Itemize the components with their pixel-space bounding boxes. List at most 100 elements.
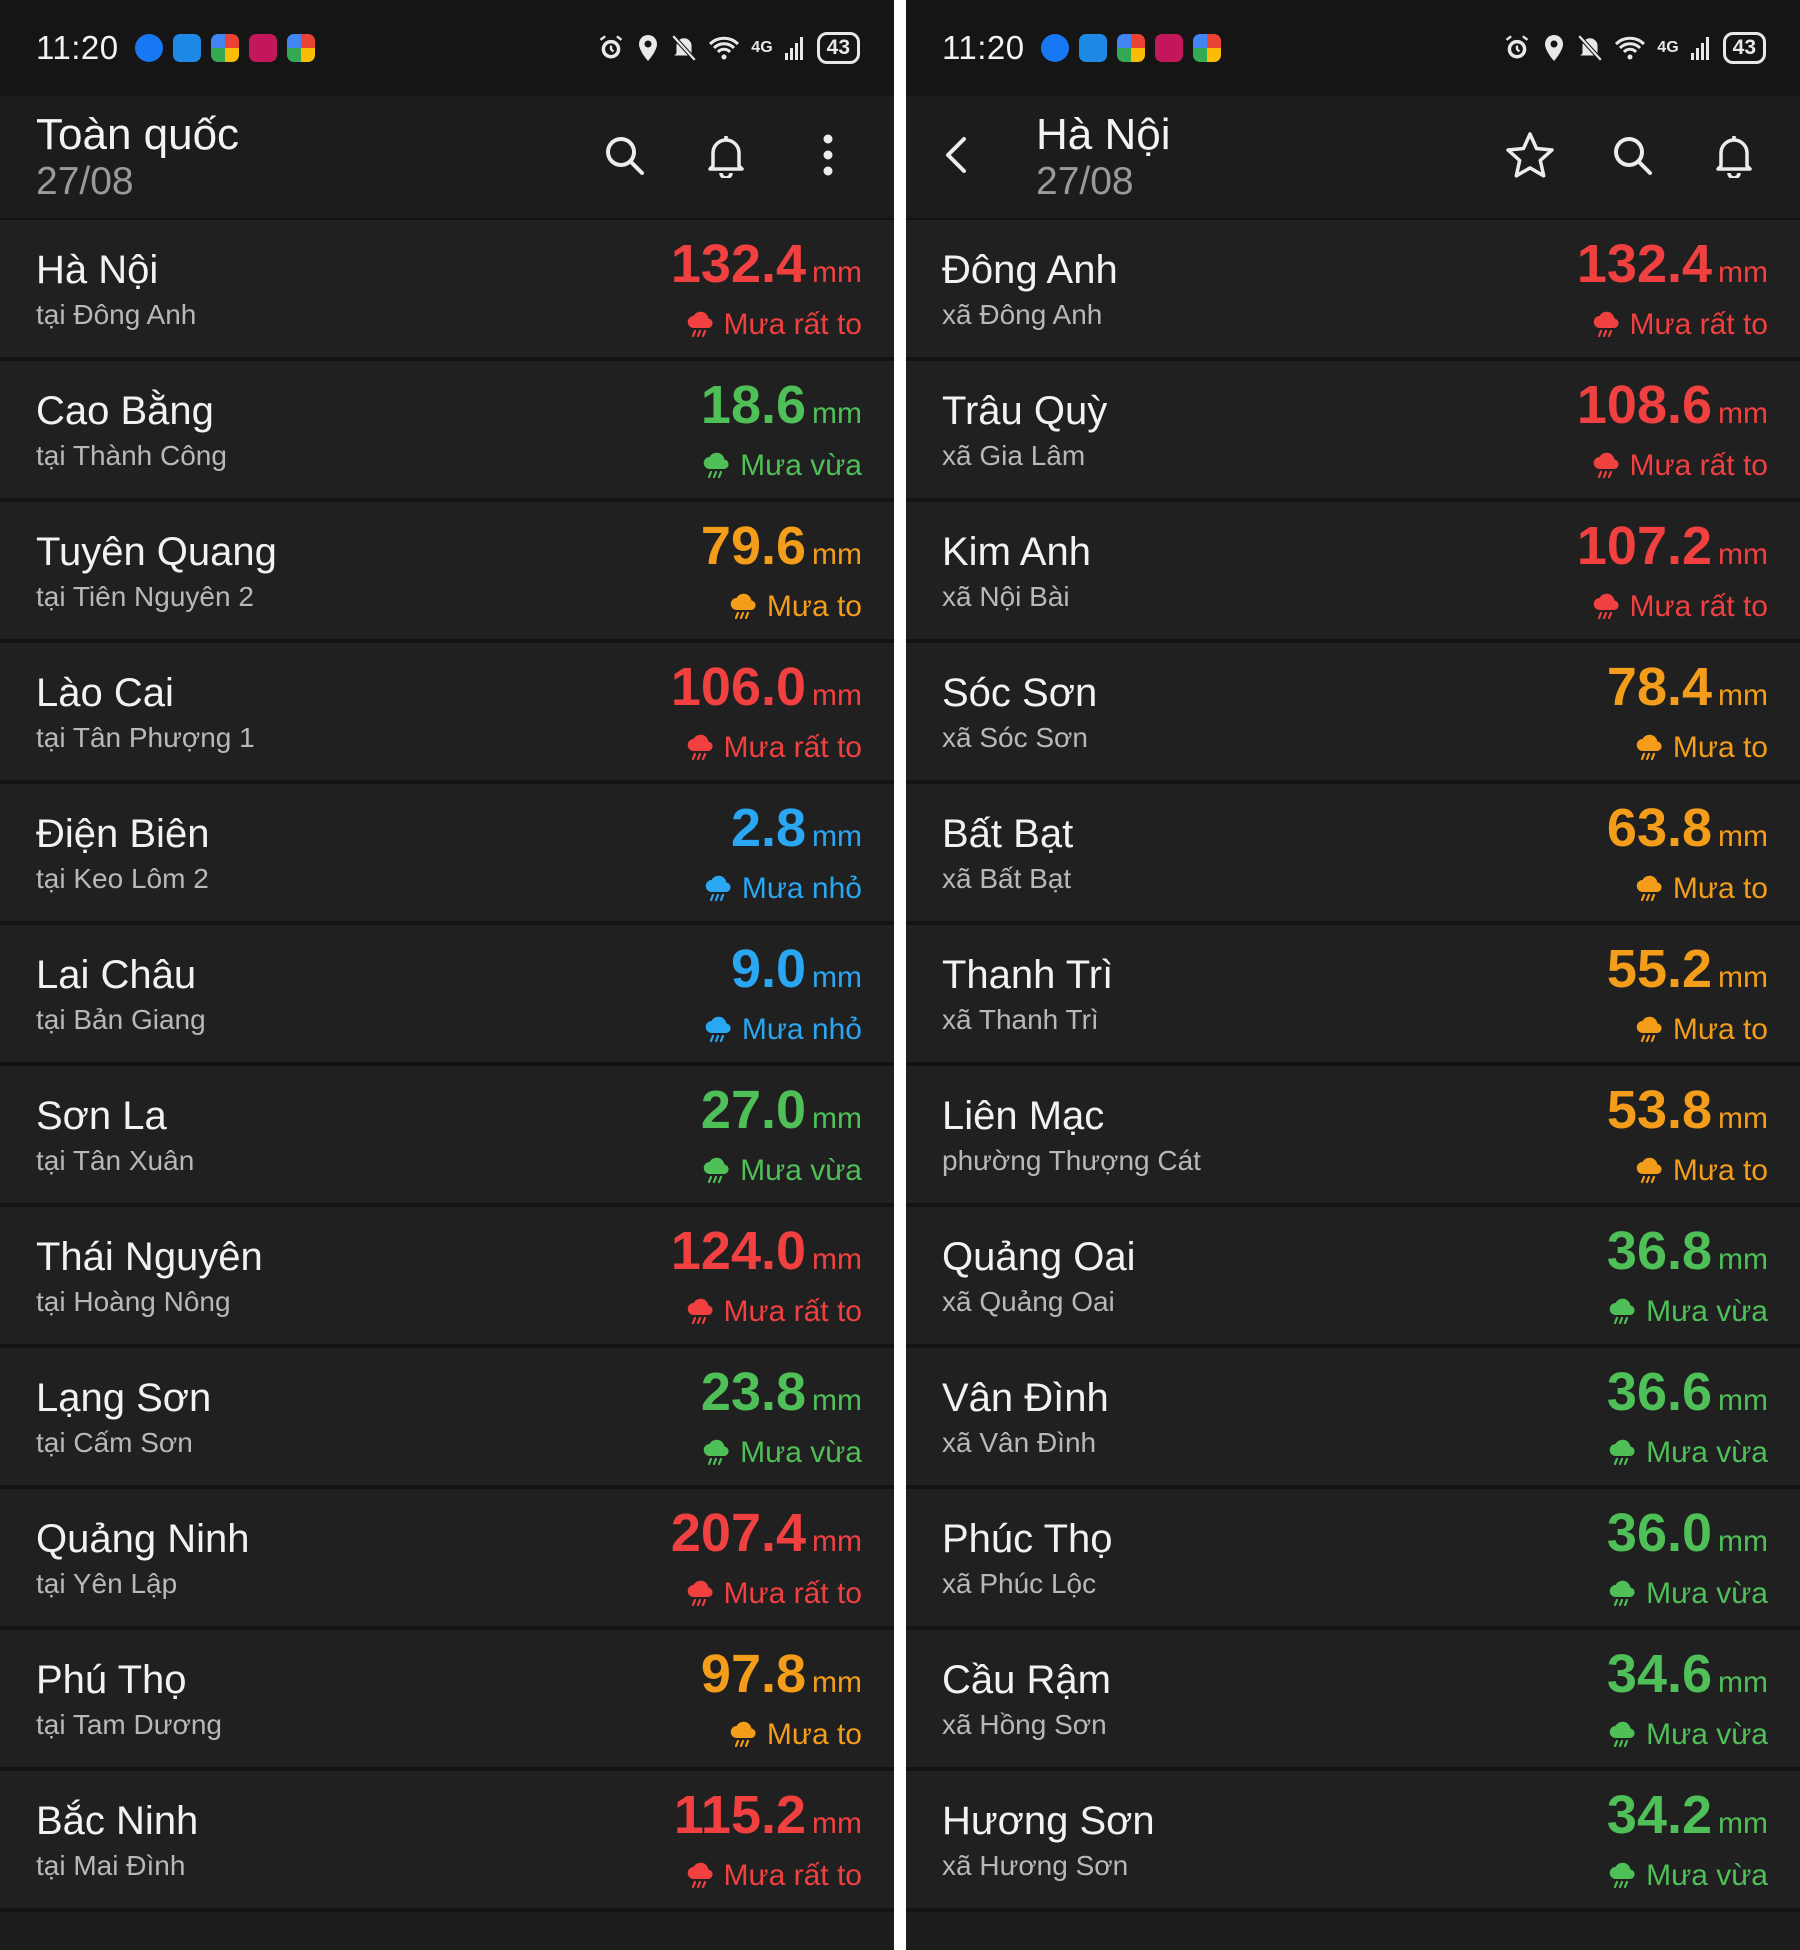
status-right: 4G 43: [1503, 32, 1766, 64]
list-item-text: Đông Anh xã Đông Anh: [942, 245, 1118, 333]
rain-level: Mưa vừa: [702, 1154, 862, 1188]
location-name: Hà Nội: [36, 247, 159, 292]
list-item[interactable]: Sóc Sơn xã Sóc Sơn 78.4 mm Mưa to: [906, 643, 1800, 784]
battery-indicator: 43: [1722, 32, 1766, 64]
station-location: tại Yên Lập: [36, 1567, 178, 1599]
list-item[interactable]: Quảng Ninh tại Yên Lập 207.4 mm Mưa rất to: [0, 1489, 894, 1630]
list-item[interactable]: Lào Cai tại Tân Phượng 1 106.0 mm Mưa rất to: [0, 643, 894, 784]
list-item-text: Lai Châu tại Bản Giang: [36, 950, 206, 1038]
list-item[interactable]: Bắc Ninh tại Mai Đình 115.2 mm Mưa rất to: [0, 1771, 894, 1912]
rainfall-amount: 115.2 mm: [674, 1787, 862, 1857]
search-icon: [1610, 133, 1654, 182]
rainfall-value: 34.2: [1606, 1784, 1713, 1845]
list-item[interactable]: Vân Đình xã Vân Đình 36.6 mm Mưa vừa: [906, 1348, 1800, 1489]
rainfall-value: 9.0: [730, 938, 807, 999]
rain-level: Mưa vừa: [1608, 1577, 1768, 1611]
location-name: Quảng Oai: [942, 1234, 1136, 1279]
station-location: tại Mai Đình: [36, 1849, 186, 1881]
rainfall-value: 207.4: [670, 1502, 807, 1563]
rain-level-label: Mưa vừa: [740, 448, 862, 482]
list-item[interactable]: Cầu Rậm xã Hồng Sơn 34.6 mm Mưa vừa: [906, 1630, 1800, 1771]
location-name: Phúc Thọ: [942, 1516, 1113, 1561]
list-item[interactable]: Liên Mạc phường Thượng Cát 53.8 mm Mưa to: [906, 1066, 1800, 1207]
list-item[interactable]: Phú Thọ tại Tam Dương 97.8 mm Mưa to: [0, 1630, 894, 1771]
rain-level: Mưa nhỏ: [704, 872, 862, 906]
rainfall-amount: 106.0 mm: [671, 659, 862, 729]
notifications-button[interactable]: [1702, 125, 1766, 189]
rainfall-amount: 27.0 mm: [701, 1082, 862, 1152]
list-item[interactable]: Điện Biên tại Keo Lôm 2 2.8 mm Mưa nhỏ: [0, 784, 894, 925]
rain-level: Mưa vừa: [702, 449, 862, 483]
location-name: Hương Sơn: [942, 1798, 1155, 1843]
rainfall-value: 36.6: [1606, 1361, 1713, 1422]
rainfall-amount: 34.6 mm: [1607, 1646, 1768, 1716]
list-item-text: Phúc Thọ xã Phúc Lộc: [942, 1514, 1113, 1602]
list-item[interactable]: Lai Châu tại Bản Giang 9.0 mm Mưa nhỏ: [0, 925, 894, 1066]
bell-icon: [1712, 132, 1756, 183]
rainfall-block: 207.4 mm Mưa rất to: [671, 1505, 862, 1611]
list-item-text: Lào Cai tại Tân Phượng 1: [36, 668, 255, 756]
rain-level: Mưa vừa: [1608, 1295, 1768, 1329]
list-item[interactable]: Trâu Quỳ xã Gia Lâm 108.6 mm Mưa rất to: [906, 361, 1800, 502]
rainfall-block: 108.6 mm Mưa rất to: [1577, 377, 1768, 483]
list-item[interactable]: Tuyên Quang tại Tiên Nguyên 2 79.6 mm Mưa to: [0, 502, 894, 643]
rain-cloud-icon: [702, 1157, 740, 1185]
favorite-button[interactable]: [1498, 125, 1562, 189]
list-item[interactable]: Lạng Sơn tại Cấm Sơn 23.8 mm Mưa vừa: [0, 1348, 894, 1489]
rain-level-label: Mưa rất to: [723, 1858, 862, 1892]
page-date: 27/08: [1036, 160, 1134, 203]
list-item[interactable]: Sơn La tại Tân Xuân 27.0 mm Mưa vừa: [0, 1066, 894, 1207]
rain-level-label: Mưa vừa: [740, 1435, 862, 1469]
rainfall-value: 36.0: [1606, 1502, 1713, 1563]
list-item[interactable]: Bất Bạt xã Bất Bạt 63.8 mm Mưa to: [906, 784, 1800, 925]
rain-cloud-icon: [729, 593, 767, 621]
list-item[interactable]: Quảng Oai xã Quảng Oai 36.8 mm Mưa vừa: [906, 1207, 1800, 1348]
location-name: Đông Anh: [942, 247, 1118, 292]
more-options-button[interactable]: [796, 125, 860, 189]
rain-cloud-icon: [1635, 734, 1673, 762]
list-item-text: Sóc Sơn xã Sóc Sơn: [942, 668, 1097, 756]
search-icon: [602, 133, 646, 182]
rain-level: Mưa rất to: [1592, 590, 1768, 624]
search-button[interactable]: [1600, 125, 1664, 189]
rain-cloud-icon: [1608, 1721, 1646, 1749]
rainfall-value: 97.8: [700, 1643, 807, 1704]
rain-level-label: Mưa rất to: [723, 730, 862, 764]
app-e-icon: [1154, 34, 1183, 62]
network-type: 4G: [751, 39, 773, 56]
notifications-button[interactable]: [694, 125, 758, 189]
list-item[interactable]: Hương Sơn xã Hương Sơn 34.2 mm Mưa vừa: [906, 1771, 1800, 1912]
list-item[interactable]: Đông Anh xã Đông Anh 132.4 mm Mưa rất to: [906, 220, 1800, 361]
rain-cloud-icon: [729, 1721, 767, 1749]
rainfall-unit: mm: [1718, 1806, 1768, 1840]
rainfall-value: 78.4: [1606, 656, 1713, 717]
list-item[interactable]: Thanh Trì xã Thanh Trì 55.2 mm Mưa to: [906, 925, 1800, 1066]
back-button[interactable]: [942, 125, 982, 189]
rainfall-amount: 18.6 mm: [701, 377, 862, 447]
rainfall-amount: 53.8 mm: [1607, 1082, 1768, 1152]
rainfall-unit: mm: [1718, 1665, 1768, 1699]
rain-level: Mưa rất to: [1592, 449, 1768, 483]
rainfall-amount: 63.8 mm: [1607, 800, 1768, 870]
mute-icon: [671, 34, 697, 62]
list-item[interactable]: Thái Nguyên tại Hoàng Nông 124.0 mm Mưa rất …: [0, 1207, 894, 1348]
search-button[interactable]: [592, 125, 656, 189]
list-item-text: Tuyên Quang tại Tiên Nguyên 2: [36, 527, 277, 615]
rain-level-label: Mưa to: [766, 1717, 862, 1751]
list-item[interactable]: Phúc Thọ xã Phúc Lộc 36.0 mm Mưa vừa: [906, 1489, 1800, 1630]
list-item[interactable]: Hà Nội tại Đông Anh 132.4 mm Mưa rất to: [0, 220, 894, 361]
rainfall-unit: mm: [1718, 1242, 1768, 1276]
station-location: xã Bất Bạt: [942, 862, 1072, 894]
location-name: Lai Châu: [36, 952, 197, 997]
list-item[interactable]: Kim Anh xã Nội Bài 107.2 mm Mưa rất to: [906, 502, 1800, 643]
photos-icon: [1116, 34, 1145, 62]
list-item[interactable]: Cao Bằng tại Thành Công 18.6 mm Mưa vừa: [0, 361, 894, 502]
rain-level-label: Mưa to: [1672, 730, 1768, 764]
rainfall-block: 115.2 mm Mưa rất to: [674, 1787, 862, 1893]
rainfall-unit: mm: [1718, 537, 1768, 571]
rain-cloud-icon: [1608, 1439, 1646, 1467]
rain-level: Mưa to: [1635, 731, 1768, 765]
rainfall-block: 97.8 mm Mưa to: [701, 1646, 862, 1752]
station-location: xã Quảng Oai: [942, 1285, 1115, 1317]
station-location: phường Thượng Cát: [942, 1144, 1201, 1176]
